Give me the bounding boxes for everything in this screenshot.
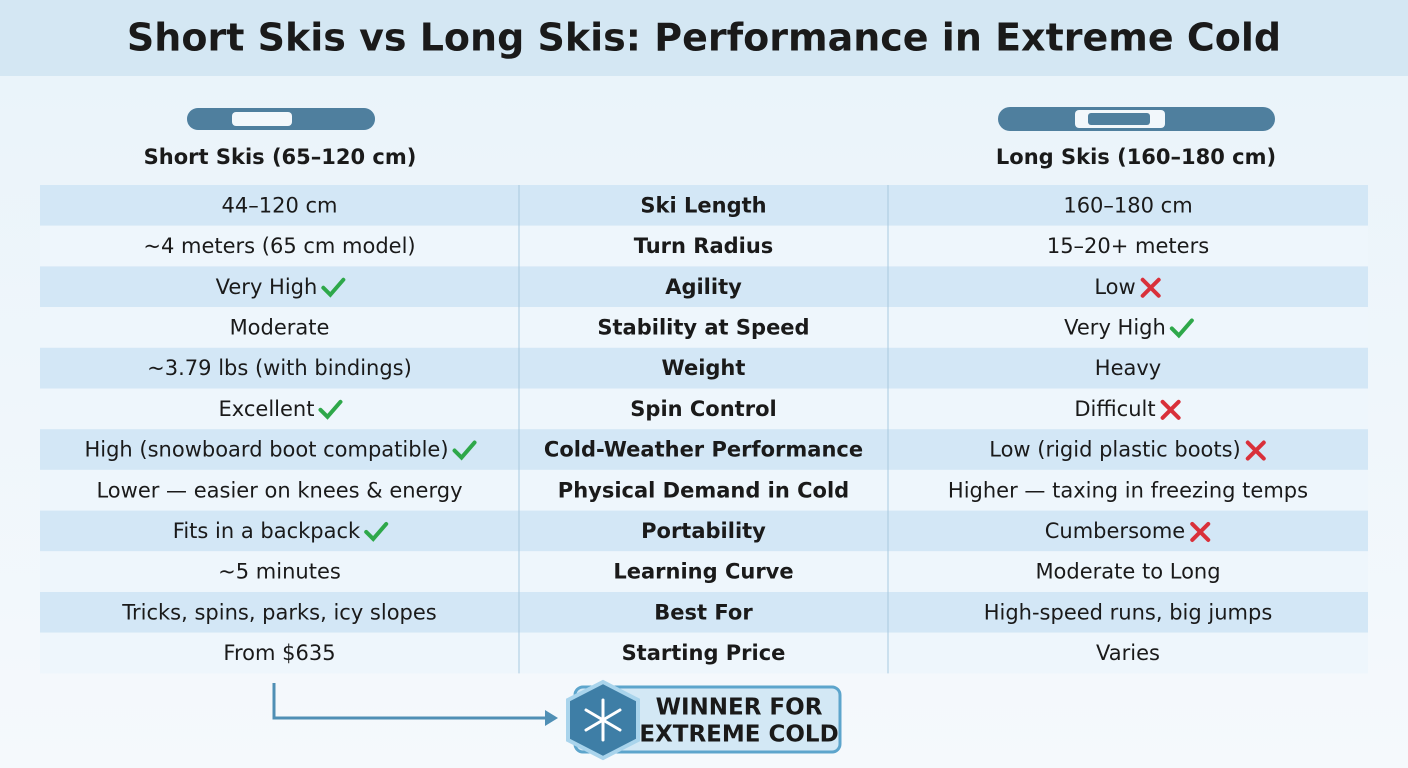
cell-text: Fits in a backpack xyxy=(173,519,361,543)
row-label: Cold-Weather Performance xyxy=(544,438,863,462)
row-label: Spin Control xyxy=(630,397,776,421)
cross-icon xyxy=(1190,521,1211,542)
table-row xyxy=(40,185,1368,226)
cell-text: Low (rigid plastic boots) xyxy=(989,438,1241,462)
table-row xyxy=(40,266,1368,308)
cell-text: ~5 minutes xyxy=(218,560,341,584)
table-row xyxy=(40,388,1368,430)
title-band xyxy=(0,0,1408,76)
cell-text: ~4 meters (65 cm model) xyxy=(143,234,415,258)
check-icon xyxy=(364,521,389,542)
cell-text: High (snowboard boot compatible) xyxy=(84,438,448,462)
cell-text: Difficult xyxy=(1074,397,1155,421)
row-label: Physical Demand in Cold xyxy=(558,478,849,502)
badge-text: WINNER FOR xyxy=(656,695,823,721)
check-icon xyxy=(321,277,346,298)
row-label: Stability at Speed xyxy=(597,315,809,339)
row-label: Best For xyxy=(654,600,753,624)
check-icon xyxy=(1169,318,1194,339)
table-row xyxy=(40,551,1368,592)
check-icon xyxy=(318,399,343,420)
row-label: Agility xyxy=(665,275,742,299)
cell-text: Moderate xyxy=(230,315,330,339)
table-row xyxy=(40,510,1368,552)
cell-text: Cumbersome xyxy=(1045,519,1185,543)
row-label: Learning Curve xyxy=(613,560,793,584)
cell-text: 15–20+ meters xyxy=(1047,234,1209,258)
arrow xyxy=(272,683,548,720)
cell-text: Excellent xyxy=(219,397,315,421)
row-label: Turn Radius xyxy=(634,234,774,258)
cell-text: Moderate to Long xyxy=(1035,560,1220,584)
badge-text: EXTREME COLD xyxy=(639,722,838,748)
row-label: Weight xyxy=(662,356,746,380)
table-row xyxy=(40,347,1368,389)
table-row xyxy=(40,592,1368,633)
cross-icon xyxy=(1160,399,1181,420)
row-label: Ski Length xyxy=(640,193,766,217)
cell-text: Heavy xyxy=(1095,356,1161,380)
cross-icon xyxy=(1140,277,1161,298)
row-label: Starting Price xyxy=(622,641,786,665)
long-ski-icon xyxy=(998,107,1275,131)
cell-text: 160–180 cm xyxy=(1063,193,1192,217)
check-icon xyxy=(452,440,477,461)
table-row xyxy=(40,307,1368,348)
cell-text: From $635 xyxy=(223,641,335,665)
cell-text: Varies xyxy=(1096,641,1160,665)
table-row xyxy=(40,469,1368,511)
short-ski-binding xyxy=(232,112,292,126)
cross-icon xyxy=(1245,440,1266,461)
table-row xyxy=(40,225,1368,267)
cell-text: Lower — easier on knees & energy xyxy=(96,478,462,502)
cell-text: Tricks, spins, parks, icy slopes xyxy=(121,600,437,624)
cell-text: Very High xyxy=(216,275,318,299)
arrow-head xyxy=(545,710,558,726)
table-row xyxy=(40,632,1368,674)
row-label: Portability xyxy=(641,519,766,543)
column-header: Short Skis (65–120 cm) xyxy=(144,145,417,169)
table: 44–120 cm Ski Length 160–180 cm ~4 meters (… xyxy=(40,185,1368,674)
cell-text: High-speed runs, big jumps xyxy=(984,600,1273,624)
cell-text: Low xyxy=(1094,275,1135,299)
table-row xyxy=(40,429,1368,470)
cell-text: Very High xyxy=(1064,315,1166,339)
title: Short Skis vs Long Skis: Performance in … xyxy=(127,16,1281,60)
cell-text: ~3.79 lbs (with bindings) xyxy=(147,356,412,380)
column-header: Long Skis (160–180 cm) xyxy=(996,145,1276,169)
badge-snowflake xyxy=(584,698,622,742)
cell-text: Higher — taxing in freezing temps xyxy=(948,478,1308,502)
cell-text: 44–120 cm xyxy=(222,193,338,217)
